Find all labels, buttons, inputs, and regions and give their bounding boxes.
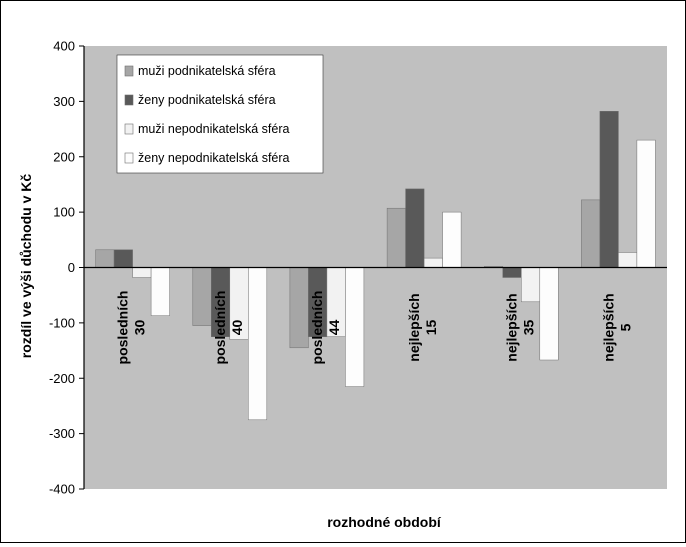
legend-swatch-3 bbox=[124, 123, 134, 135]
bar-1-2 bbox=[192, 267, 212, 326]
legend-swatch-1 bbox=[124, 65, 134, 77]
category-label-line2: 44 bbox=[326, 320, 342, 336]
category-label-1: posledních 30 bbox=[115, 291, 148, 365]
category-label-line1: nejlepších bbox=[600, 293, 616, 361]
category-label-line2: 40 bbox=[229, 320, 245, 336]
y-ticks-group: 400 300 200 100 0 -100 -200 -300 -400 bbox=[49, 39, 84, 497]
bar-3-5 bbox=[521, 267, 541, 303]
y-tick-label: 300 bbox=[53, 94, 75, 109]
bar-4-1 bbox=[150, 267, 170, 316]
y-tick-label: -400 bbox=[49, 482, 75, 497]
bar-3-1 bbox=[132, 267, 152, 278]
legend-label-1: muži podnikatelská sféra bbox=[138, 64, 276, 78]
bar-2-5 bbox=[502, 267, 522, 278]
x-axis-title: rozhodné období bbox=[327, 514, 442, 530]
bar-2-4 bbox=[405, 188, 425, 268]
legend: muži podnikatelská sféra ženy podnikatels… bbox=[116, 54, 324, 174]
bar-3-6 bbox=[618, 252, 638, 268]
category-label-line2: 35 bbox=[520, 320, 536, 336]
bar-4-6 bbox=[636, 139, 656, 268]
category-label-line1: nejlepších bbox=[503, 293, 519, 361]
category-label-5: nejlepších 35 bbox=[503, 293, 536, 361]
category-labels-group: posledních 30 posledních 40 posledních 44 nejl… bbox=[115, 291, 634, 365]
bar-1-6 bbox=[581, 199, 601, 268]
legend-label-2: ženy podnikatelská sféra bbox=[138, 93, 276, 107]
category-label-3: posledních 44 bbox=[309, 291, 342, 365]
bars-group bbox=[95, 111, 656, 421]
y-tick-label: 0 bbox=[68, 260, 75, 275]
category-label-line2: 5 bbox=[617, 323, 633, 331]
legend-box bbox=[116, 54, 324, 174]
bar-4-4 bbox=[442, 211, 462, 268]
category-label-line1: posledních bbox=[309, 291, 325, 365]
category-label-line2: 30 bbox=[132, 320, 148, 336]
bar-1-1 bbox=[95, 249, 115, 268]
bar-1-3 bbox=[289, 267, 309, 349]
bar-2-6 bbox=[599, 111, 619, 268]
bar-4-5 bbox=[539, 267, 559, 361]
legend-swatch-2 bbox=[124, 94, 134, 106]
y-tick-label: -200 bbox=[49, 371, 75, 386]
category-label-line1: posledních bbox=[212, 291, 228, 365]
category-label-line1: nejlepších bbox=[406, 293, 422, 361]
bar-4-3 bbox=[345, 267, 365, 387]
legend-swatch-4 bbox=[124, 152, 134, 164]
category-label-line2: 15 bbox=[423, 320, 439, 336]
category-label-line1: posledních bbox=[115, 291, 131, 365]
legend-label-4: ženy nepodnikatelská sféra bbox=[138, 151, 290, 165]
bar-2-1 bbox=[113, 249, 133, 268]
category-label-6: nejlepších 5 bbox=[600, 293, 633, 361]
y-tick-label: 400 bbox=[53, 39, 75, 54]
y-tick-label: 200 bbox=[53, 149, 75, 164]
y-tick-label: 100 bbox=[53, 205, 75, 220]
y-tick-label: -100 bbox=[49, 315, 75, 330]
legend-label-3: muži nepodnikatelská sféra bbox=[138, 122, 290, 136]
y-tick-label: -300 bbox=[49, 426, 75, 441]
bar-4-2 bbox=[248, 267, 268, 421]
category-label-4: nejlepších 15 bbox=[406, 293, 439, 361]
y-axis-title: rozdíl ve výši důchodu v Kč bbox=[18, 174, 34, 359]
category-label-2: posledních 40 bbox=[212, 291, 245, 365]
bar-3-4 bbox=[423, 257, 443, 268]
bar-1-4 bbox=[386, 207, 406, 268]
